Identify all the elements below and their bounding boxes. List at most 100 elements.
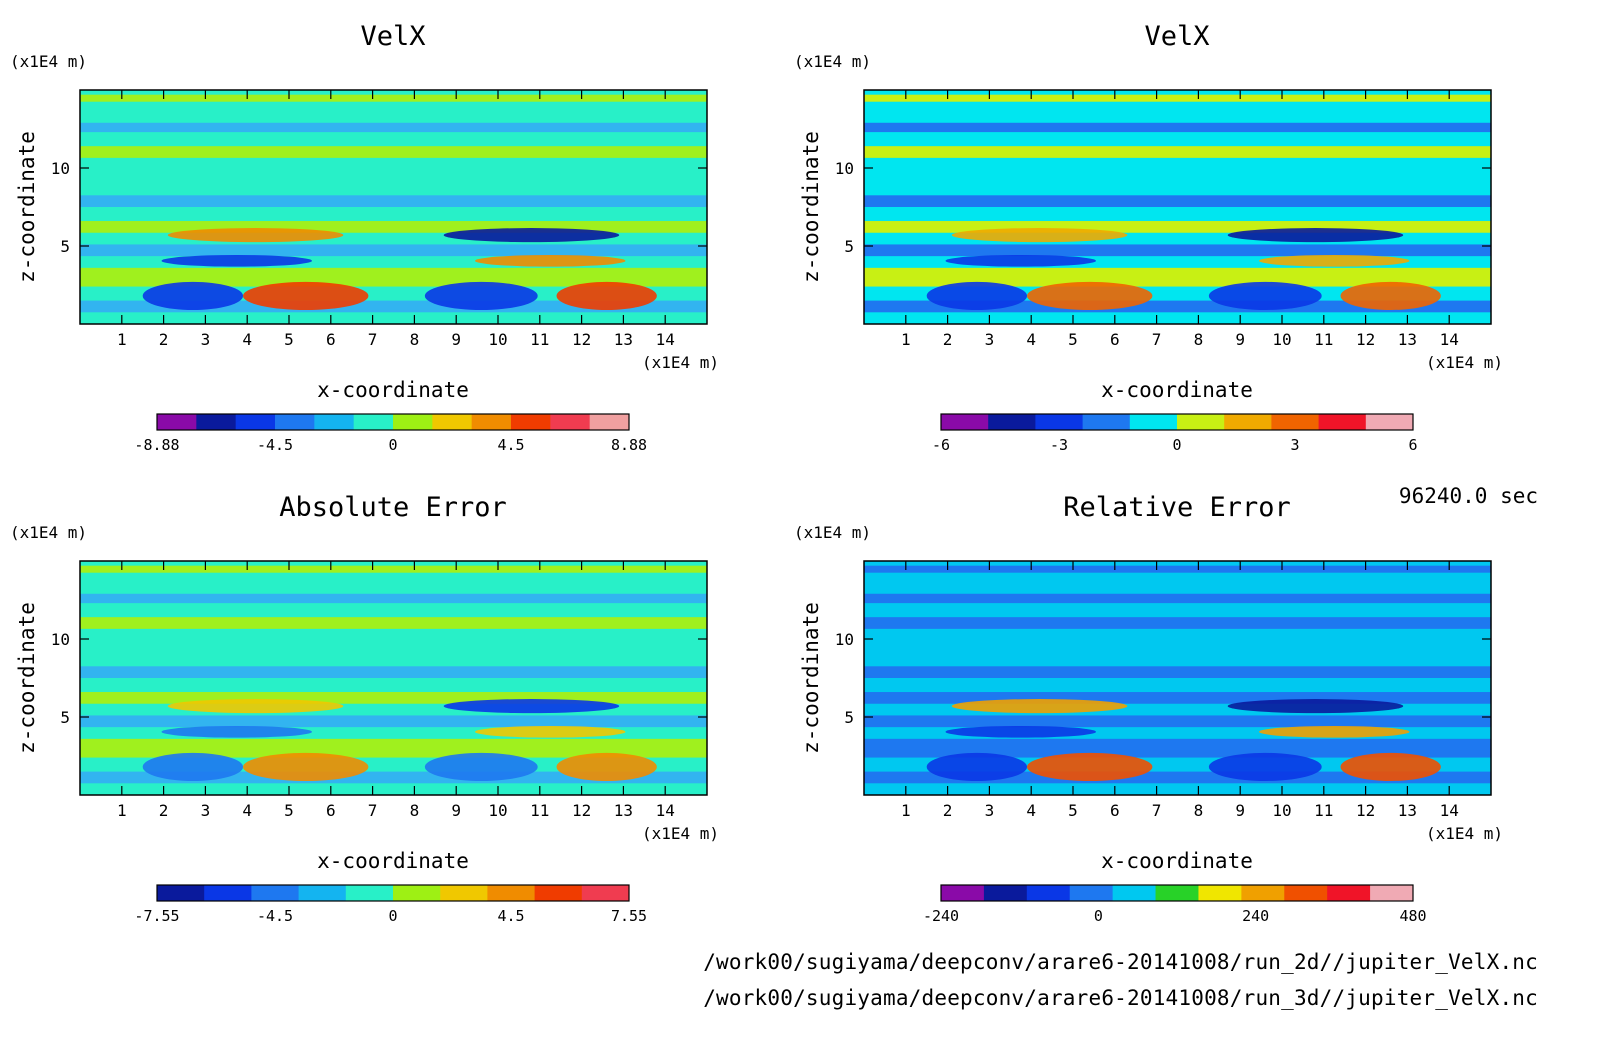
colorbar-swatch [314, 414, 355, 430]
x-unit-label: (x1E4 m) [642, 353, 719, 372]
field-feature [926, 281, 1028, 310]
colorbar-swatch [1026, 885, 1071, 901]
field-band [80, 579, 707, 585]
field-feature [167, 699, 344, 714]
colorbar-frame [156, 413, 630, 431]
colorbar-swatch [432, 414, 473, 430]
colorbar-swatch [534, 885, 583, 901]
field-band [864, 267, 1491, 287]
x-tick-label: 14 [656, 801, 675, 820]
chart-panel: Absolute Error(x1E4 m)(x1E4 m)1 2 3 4 5 6 7 8 9 1… [10, 492, 719, 925]
x-tick-label: 1 [117, 801, 127, 820]
colorbar-label: -6 [932, 436, 950, 454]
x-tick-label: 10 [1272, 330, 1291, 349]
field-band [864, 122, 1491, 133]
colorbar-label: -3 [1050, 436, 1068, 454]
chart-title: Relative Error [1063, 492, 1291, 523]
colorbar-swatch [1284, 885, 1328, 901]
time-label: 96240.0 sec [1398, 484, 1538, 508]
x-tick-label: 4 [242, 330, 252, 349]
field-band [864, 738, 1491, 758]
x-tick-label: 14 [1440, 330, 1459, 349]
y-tick-label: 5 [60, 237, 70, 256]
field-band [864, 645, 1491, 660]
y-tick-label: 10 [835, 159, 854, 178]
field-band [80, 593, 707, 604]
plot-frame [863, 560, 1492, 796]
colorbar-swatch [941, 414, 989, 430]
field-feature [926, 752, 1028, 781]
colorbar-swatch [988, 414, 1036, 430]
field-band [80, 692, 707, 704]
colorbar-label: 8.88 [611, 436, 647, 454]
field-feature [243, 752, 369, 781]
colorbar-swatch [353, 414, 394, 430]
field-feature [945, 725, 1096, 738]
field-band [864, 108, 1491, 114]
field-band [80, 771, 707, 784]
colorbar-swatch [1271, 414, 1320, 430]
plot-frame [79, 560, 708, 796]
colorbar-label: -4.5 [257, 436, 293, 454]
chart-title: VelX [360, 21, 425, 52]
x-axis-label: x-coordinate [317, 378, 469, 402]
x-tick-label: 8 [410, 330, 420, 349]
colorbar-label: 7.55 [611, 907, 647, 925]
x-tick-label: 14 [656, 330, 675, 349]
x-tick-label: 11 [1314, 330, 1333, 349]
field-feature [475, 725, 626, 738]
field-feature [1208, 281, 1322, 310]
colorbar-swatch [1370, 885, 1414, 901]
colorbar-label: -4.5 [257, 907, 293, 925]
y-unit-label: (x1E4 m) [794, 52, 871, 71]
colorbar-label: 480 [1399, 907, 1426, 925]
colorbar-label: 4.5 [497, 436, 524, 454]
field-band [864, 593, 1491, 604]
colorbar-frame [156, 884, 630, 902]
x-tick-label: 4 [1026, 330, 1036, 349]
colorbar-swatch [1112, 885, 1157, 901]
x-tick-label: 2 [159, 330, 169, 349]
colorbar-swatch [275, 414, 315, 430]
field-band [80, 666, 707, 678]
colorbar-label: 4.5 [497, 907, 524, 925]
x-tick-label: 11 [1314, 801, 1333, 820]
field-band [864, 771, 1491, 784]
chart-panel: VelX(x1E4 m)(x1E4 m)1 2 3 4 5 6 7 8 9 10 11 12 13 145… [10, 21, 719, 454]
colorbar-frame [940, 413, 1414, 431]
field-band [80, 174, 707, 189]
colorbar-swatch [1129, 414, 1178, 430]
field-feature [424, 281, 538, 310]
y-axis-label: z-coordinate [799, 602, 823, 754]
x-tick-label: 13 [614, 330, 633, 349]
colorbar-label: 0 [388, 907, 397, 925]
x-tick-label: 1 [901, 330, 911, 349]
colorbar-swatch [589, 414, 630, 430]
chart-title: VelX [1144, 21, 1209, 52]
colorbar-swatch [393, 414, 433, 430]
field-feature [945, 254, 1096, 267]
chart-panel: Relative Error(x1E4 m)(x1E4 m)1 2 3 4 5 6 7 8 9 1… [794, 492, 1503, 925]
colorbar-swatch [487, 885, 536, 901]
colorbar-swatch [1082, 414, 1131, 430]
colorbar-swatch [1069, 885, 1114, 901]
x-tick-label: 5 [1068, 801, 1078, 820]
x-tick-label: 4 [1026, 801, 1036, 820]
field-feature [161, 725, 312, 738]
field-band [864, 300, 1491, 313]
field-band [864, 565, 1491, 573]
plot-frame [863, 89, 1492, 325]
x-tick-label: 12 [1356, 330, 1375, 349]
x-tick-label: 7 [368, 330, 378, 349]
field-feature [1027, 752, 1153, 781]
field-band [864, 692, 1491, 704]
x-tick-label: 12 [1356, 801, 1375, 820]
y-axis-label: z-coordinate [15, 131, 39, 283]
field-band [80, 94, 707, 102]
x-axis-label: x-coordinate [317, 849, 469, 873]
colorbar-label: 6 [1408, 436, 1417, 454]
field-feature [424, 752, 538, 781]
x-tick-label: 11 [530, 801, 549, 820]
field-band [864, 195, 1491, 207]
